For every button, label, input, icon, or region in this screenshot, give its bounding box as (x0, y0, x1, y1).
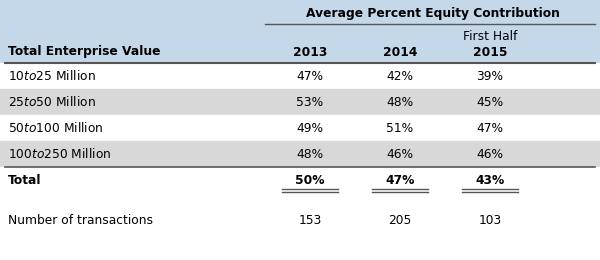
Text: 48%: 48% (296, 147, 323, 160)
Text: 2013: 2013 (293, 46, 327, 58)
Text: 103: 103 (478, 214, 502, 228)
Text: 48%: 48% (386, 95, 413, 108)
Text: Total Enterprise Value: Total Enterprise Value (8, 46, 161, 58)
Text: 39%: 39% (476, 69, 503, 82)
Text: 205: 205 (388, 214, 412, 228)
Text: 42%: 42% (386, 69, 413, 82)
Text: Total: Total (8, 173, 41, 186)
Text: 2015: 2015 (473, 46, 507, 58)
Text: Average Percent Equity Contribution: Average Percent Equity Contribution (305, 8, 559, 21)
Text: 45%: 45% (476, 95, 503, 108)
Text: 2014: 2014 (383, 46, 417, 58)
Text: $25 to $50 Million: $25 to $50 Million (8, 95, 96, 109)
Text: 50%: 50% (295, 173, 325, 186)
Text: 43%: 43% (475, 173, 505, 186)
Text: $50 to $100 Million: $50 to $100 Million (8, 121, 104, 135)
Text: 47%: 47% (385, 173, 415, 186)
Text: 153: 153 (298, 214, 322, 228)
Text: Number of transactions: Number of transactions (8, 214, 153, 228)
Text: $10 to $25 Million: $10 to $25 Million (8, 69, 96, 83)
Text: 46%: 46% (476, 147, 503, 160)
Text: 51%: 51% (386, 121, 413, 134)
Text: 46%: 46% (386, 147, 413, 160)
Text: 53%: 53% (296, 95, 323, 108)
Text: 47%: 47% (476, 121, 503, 134)
Text: $100 to $250 Million: $100 to $250 Million (8, 147, 112, 161)
Text: 47%: 47% (296, 69, 323, 82)
Text: 49%: 49% (296, 121, 323, 134)
Text: First Half: First Half (463, 29, 517, 42)
